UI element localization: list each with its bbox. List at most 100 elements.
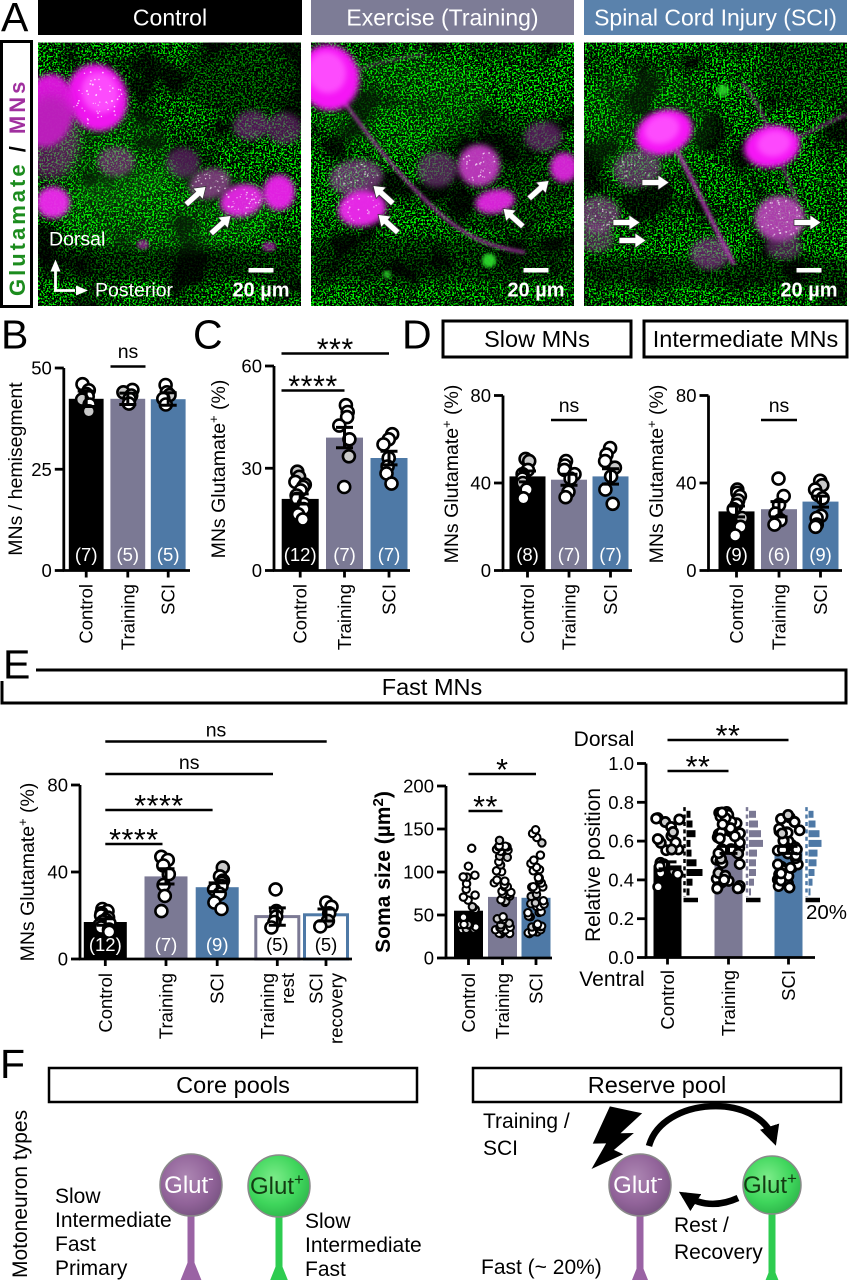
svg-text:Dorsal: Dorsal — [49, 229, 105, 251]
svg-text:****: **** — [109, 823, 158, 857]
svg-text:Motoneuron types: Motoneuron types — [9, 1110, 32, 1278]
svg-text:Slow: Slow — [55, 1185, 101, 1208]
svg-text:Intermediate: Intermediate — [305, 1234, 422, 1257]
svg-text:SCI: SCI — [379, 584, 400, 615]
svg-text:0.4: 0.4 — [608, 869, 634, 890]
svg-text:Fast MNs: Fast MNs — [382, 674, 483, 700]
svg-text:SCI: SCI — [778, 970, 799, 1001]
svg-text:0: 0 — [481, 560, 491, 581]
svg-text:60: 60 — [241, 356, 262, 377]
svg-text:25: 25 — [31, 459, 52, 480]
svg-text:20 µm: 20 µm — [507, 280, 564, 302]
svg-text:Control: Control — [290, 584, 311, 644]
svg-text:Ventral: Ventral — [579, 968, 644, 991]
svg-text:Glut-: Glut- — [613, 1169, 663, 1199]
svg-text:SCI: SCI — [483, 1137, 518, 1160]
svg-text:**: ** — [716, 719, 741, 753]
svg-text:SCI: SCI — [600, 584, 621, 615]
svg-text:E: E — [3, 642, 30, 688]
svg-text:(9): (9) — [725, 544, 748, 565]
svg-text:Intermediate MNs: Intermediate MNs — [653, 326, 838, 352]
svg-text:Training /: Training / — [483, 1110, 570, 1133]
svg-text:Control: Control — [726, 584, 747, 644]
svg-text:C: C — [193, 312, 223, 358]
svg-text:Training: Training — [718, 970, 739, 1036]
svg-text:80: 80 — [470, 385, 491, 406]
svg-text:(12): (12) — [89, 934, 122, 955]
svg-text:30: 30 — [241, 458, 262, 479]
svg-text:Training: Training — [334, 584, 355, 650]
svg-text:SCI: SCI — [526, 973, 547, 1004]
svg-text:(5): (5) — [157, 544, 180, 565]
svg-text:100: 100 — [403, 862, 434, 883]
svg-text:ns: ns — [118, 341, 139, 363]
svg-text:Training: Training — [257, 973, 278, 1039]
svg-text:(9): (9) — [809, 544, 832, 565]
svg-text:rest: rest — [277, 973, 298, 1004]
svg-text:recovery: recovery — [326, 972, 347, 1044]
svg-text:(5): (5) — [315, 934, 338, 955]
svg-text:SCI: SCI — [306, 973, 327, 1004]
svg-text:Control: Control — [76, 584, 97, 644]
svg-text:Control: Control — [657, 970, 678, 1030]
svg-text:0: 0 — [42, 560, 52, 581]
svg-text:0.2: 0.2 — [608, 908, 634, 929]
svg-text:20%: 20% — [806, 901, 847, 924]
svg-text:ns: ns — [559, 395, 580, 417]
svg-text:(7): (7) — [155, 934, 178, 955]
svg-text:0.6: 0.6 — [608, 831, 634, 852]
svg-text:Training: Training — [769, 584, 790, 650]
svg-text:(7): (7) — [333, 544, 356, 565]
svg-text:40: 40 — [47, 862, 68, 883]
svg-text:Spinal Cord Injury (SCI): Spinal Cord Injury (SCI) — [594, 5, 837, 31]
svg-text:0: 0 — [424, 948, 434, 969]
svg-text:Recovery: Recovery — [674, 1241, 763, 1264]
svg-text:Rest /: Rest / — [674, 1214, 729, 1237]
svg-text:50: 50 — [31, 358, 52, 379]
svg-text:(9): (9) — [206, 934, 229, 955]
svg-text:**: ** — [686, 750, 711, 784]
svg-text:Slow MNs: Slow MNs — [484, 326, 590, 352]
svg-text:40: 40 — [676, 473, 697, 494]
svg-text:Slow: Slow — [305, 1210, 351, 1233]
svg-text:F: F — [0, 1041, 25, 1087]
svg-text:MNs Glutamate+ (%): MNs Glutamate+ (%) — [439, 385, 463, 564]
svg-text:50: 50 — [413, 905, 434, 926]
svg-text:80: 80 — [676, 385, 697, 406]
svg-text:****: **** — [288, 370, 337, 404]
svg-text:40: 40 — [470, 473, 491, 494]
svg-text:0.8: 0.8 — [608, 792, 634, 813]
svg-text:(6): (6) — [768, 544, 791, 565]
svg-text:Glut-: Glut- — [164, 1169, 214, 1199]
svg-text:MNs Glutamate+ (%): MNs Glutamate+ (%) — [206, 380, 230, 559]
svg-text:150: 150 — [403, 819, 434, 840]
svg-text:1.0: 1.0 — [608, 753, 634, 774]
svg-text:SCI: SCI — [207, 973, 228, 1004]
svg-text:(12): (12) — [284, 544, 317, 565]
svg-text:Training: Training — [117, 584, 138, 650]
svg-text:Training: Training — [492, 973, 513, 1039]
svg-text:****: **** — [134, 789, 183, 823]
svg-text:0: 0 — [58, 949, 68, 970]
svg-text:*: * — [496, 753, 508, 787]
svg-text:Exercise (Training): Exercise (Training) — [346, 5, 538, 31]
svg-text:Control: Control — [517, 584, 538, 644]
svg-text:(5): (5) — [116, 544, 139, 565]
svg-text:(7): (7) — [75, 544, 98, 565]
svg-text:20 µm: 20 µm — [232, 280, 289, 302]
svg-text:Training: Training — [156, 973, 177, 1039]
svg-text:0: 0 — [686, 560, 696, 581]
svg-text:Control: Control — [133, 5, 207, 31]
svg-text:ns: ns — [769, 395, 790, 417]
svg-text:SCI: SCI — [810, 584, 831, 615]
svg-text:Soma size (µm2): Soma size (µm2) — [370, 791, 395, 953]
svg-text:B: B — [1, 312, 28, 358]
svg-text:***: *** — [317, 333, 354, 367]
svg-text:MNs Glutamate+ (%): MNs Glutamate+ (%) — [15, 783, 39, 962]
svg-text:Control: Control — [458, 973, 479, 1033]
svg-text:0.0: 0.0 — [608, 947, 634, 968]
svg-text:D: D — [402, 312, 432, 358]
svg-text:(5): (5) — [266, 934, 289, 955]
svg-text:MNs Glutamate+ (%): MNs Glutamate+ (%) — [644, 385, 668, 564]
svg-text:0: 0 — [252, 560, 262, 581]
